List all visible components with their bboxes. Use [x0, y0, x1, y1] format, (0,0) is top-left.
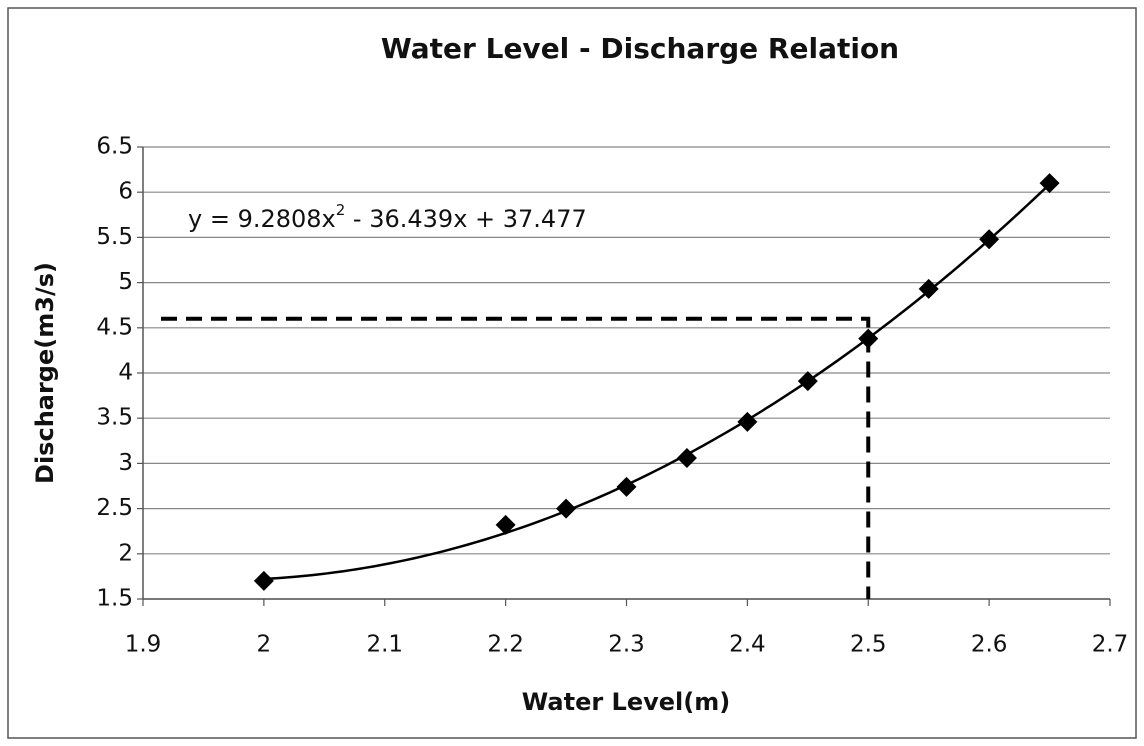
x-tick-label: 1.9: [125, 632, 162, 658]
trendline: [263, 183, 1051, 581]
data-point: [858, 328, 879, 349]
data-point: [797, 371, 818, 392]
y-axis-label: Discharge(m3/s): [31, 262, 59, 484]
data-point: [918, 278, 939, 299]
y-tick-label: 3: [118, 450, 133, 476]
data-point: [676, 447, 697, 468]
reference-line: [161, 316, 871, 599]
y-tick-label: 2.5: [96, 495, 133, 521]
x-tick-label: 2.7: [1092, 632, 1129, 658]
x-tick-label: 2.1: [366, 632, 403, 658]
data-point: [253, 570, 274, 591]
x-tick-label: 2.4: [729, 632, 766, 658]
data-point: [737, 411, 758, 432]
x-tick-label: 2: [257, 632, 272, 658]
trendline-equation: y = 9.2808x2 - 36.439x + 37.477: [188, 201, 587, 234]
x-tick-label: 2.3: [608, 632, 645, 658]
y-tick-label: 2: [118, 540, 133, 566]
y-tick-label: 4: [118, 360, 133, 386]
data-point: [495, 514, 516, 535]
x-tick-label: 2.2: [487, 632, 524, 658]
y-tick-label: 6: [118, 179, 133, 205]
x-axis-label: Water Level(m): [522, 688, 730, 716]
data-point: [1039, 173, 1060, 194]
y-tick-label: 4.5: [96, 314, 133, 340]
data-point: [979, 229, 1000, 250]
data-point: [616, 476, 637, 497]
x-tick-label: 2.6: [971, 632, 1008, 658]
x-tick-label: 2.5: [850, 632, 887, 658]
chart-title: Water Level - Discharge Relation: [381, 32, 899, 65]
y-tick-label: 6.5: [96, 134, 133, 160]
y-tick-label: 1.5: [96, 586, 133, 612]
equation-part: y = 9.2808x: [188, 205, 336, 233]
y-tick-label: 5: [118, 269, 133, 295]
equation-part: - 36.439x + 37.477: [345, 205, 586, 233]
y-tick-label: 3.5: [96, 405, 133, 431]
y-tick-label: 5.5: [96, 224, 133, 250]
data-point: [556, 498, 577, 519]
equation-exponent: 2: [336, 201, 346, 219]
